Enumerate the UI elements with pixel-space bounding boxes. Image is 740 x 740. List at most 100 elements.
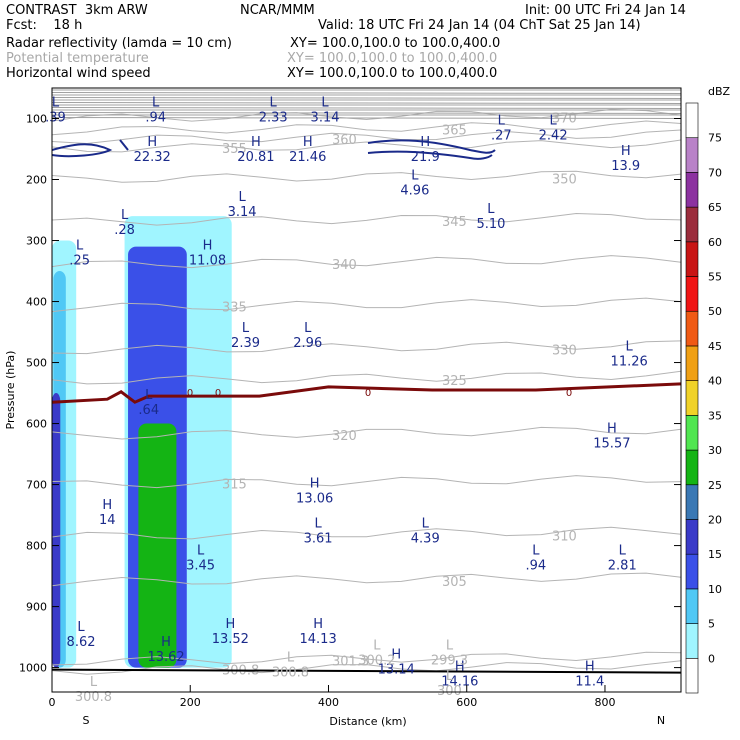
wind-extremum-value: 3.61 — [304, 531, 333, 546]
wind-extremum-type: L — [238, 190, 246, 205]
wind-extremum-type: L — [498, 114, 506, 129]
wind-extremum-type: L — [411, 169, 419, 184]
wind-extremum-value: 2.96 — [293, 336, 322, 351]
plot-frame — [51, 87, 682, 693]
colorbar-level-label: 45 — [708, 340, 722, 353]
field3-xy: XY= 100.0,100.0 to 100.0,400.0 — [287, 66, 498, 81]
wind-extremum-value: 14 — [99, 513, 116, 528]
colorbar-swatch — [685, 415, 699, 451]
wind-extremum-type: L — [550, 114, 558, 129]
field1-name: Radar reflectivity (lamda = 10 cm) — [6, 36, 232, 51]
x-axis-label: Distance (km) — [329, 715, 406, 728]
wind-extremum-type: H — [391, 647, 401, 662]
theta-contour-320 — [52, 426, 681, 440]
theta-label-320: 320 — [332, 429, 357, 444]
wind-extremum-type: L — [121, 208, 129, 223]
wind-contour — [367, 150, 493, 160]
wind-extremum-type: H — [621, 144, 631, 159]
wind-extremum-type: L — [152, 95, 160, 110]
wind-extremum-value: .94 — [145, 110, 166, 125]
theta-contour-340 — [52, 255, 681, 269]
reflectivity-region-2 — [52, 393, 61, 668]
y-tick-label: 700 — [26, 479, 47, 492]
colorbar-swatch — [685, 345, 699, 381]
colorbar-level-label: 55 — [708, 271, 722, 284]
wind-extremum-type: L — [422, 516, 430, 531]
colorbar-unit: dBZ — [708, 85, 731, 98]
institution-label: NCAR/MMM — [240, 3, 315, 18]
wind-extremum-value: 14.13 — [300, 632, 337, 647]
wind-extremum-type: L — [76, 239, 84, 254]
wind-extremum-type: L — [242, 321, 250, 336]
colorbar-swatch — [685, 553, 699, 590]
wind-extremum-type: H — [607, 422, 617, 437]
theta-contour-310 — [52, 526, 681, 540]
reflectivity-region-5 — [138, 423, 177, 668]
y-tick-label: 300 — [26, 235, 47, 248]
wind-extremum-value: 2.39 — [231, 336, 260, 351]
colorbar-level-label: 35 — [708, 409, 722, 422]
colorbar-swatch — [685, 310, 699, 347]
wind-extremum-type: L — [145, 388, 153, 403]
wind-extremum-value: 2.33 — [259, 110, 288, 125]
wind-contour — [119, 139, 129, 151]
y-tick-label: 100 — [26, 113, 47, 126]
wind-extremum-value: 13.14 — [378, 662, 415, 677]
y-tick-label: 200 — [26, 174, 47, 187]
upper-theta-line — [52, 107, 681, 109]
colorbar-swatch — [685, 172, 699, 208]
wind-extremum-type: L — [270, 95, 278, 110]
upper-theta-line — [52, 97, 681, 99]
zero-isotherm-line — [52, 382, 681, 404]
x-tick-label: 400 — [318, 696, 339, 709]
theta-extremum-value: 299.3 — [431, 653, 468, 668]
colorbar-swatch — [685, 380, 699, 416]
wind-extremum-type: H — [420, 135, 430, 150]
valid-time: Valid: 18 UTC Fri 24 Jan 14 (04 ChT Sat … — [318, 18, 641, 33]
wind-extremum-value: 3.14 — [228, 205, 257, 220]
wind-extremum-type: L — [487, 202, 495, 217]
wind-contour — [52, 143, 113, 158]
x-end-label-north: N — [657, 714, 665, 727]
wind-extremum-value: .28 — [114, 223, 135, 238]
theta-contour-350 — [52, 170, 681, 183]
theta-label-345: 345 — [442, 215, 467, 230]
theta-label-305: 305 — [442, 575, 467, 590]
colorbar-swatch — [685, 241, 699, 277]
wind-extremum-value: 22.32 — [134, 150, 171, 165]
theta-extremum-value: 300.8 — [272, 665, 309, 680]
colorbar-level-label: 30 — [708, 444, 722, 457]
wind-extremum-type: L — [626, 339, 634, 354]
forecast-hour: Fcst: 18 h — [6, 18, 83, 33]
wind-extremum-value: 3.45 — [186, 559, 215, 574]
colorbar-swatch — [685, 519, 699, 555]
x-tick-label: 0 — [49, 696, 56, 709]
wind-extremum-value: 13.06 — [296, 492, 333, 507]
upper-theta-line — [52, 92, 681, 94]
upper-theta-line — [52, 117, 681, 119]
wind-extremum-type: L — [619, 544, 627, 559]
wind-extremum-type: H — [225, 617, 235, 632]
colorbar-swatch — [685, 657, 699, 694]
x-tick-label: 800 — [594, 696, 615, 709]
wind-extremum-type: L — [52, 95, 60, 110]
theta-label-350: 350 — [552, 173, 577, 188]
colorbar-level-label: 5 — [708, 618, 715, 631]
wind-extremum-type: H — [251, 135, 261, 150]
field1-xy: XY= 100.0,100.0 to 100.0,400.0 — [290, 36, 501, 51]
theta-extremum-type: L — [446, 669, 454, 684]
y-tick-label: 1000 — [19, 662, 47, 675]
theta-contour-315 — [52, 475, 681, 489]
wind-extremum-value: 8.62 — [67, 635, 96, 650]
colorbar-swatch — [685, 623, 699, 659]
wind-extremum-value: 3.14 — [311, 110, 340, 125]
wind-contour — [367, 139, 496, 154]
wind-extremum-value: .94 — [526, 559, 547, 574]
theta-extremum-type: L — [446, 638, 454, 653]
init-time: Init: 00 UTC Fri 24 Jan 14 — [525, 3, 686, 18]
y-tick-label: 600 — [26, 418, 47, 431]
wind-extremum-value: 13.9 — [611, 159, 640, 174]
theta-label-301.3: 301.3 — [332, 654, 369, 669]
theta-contour-330 — [52, 340, 681, 355]
theta-label-330: 330 — [552, 343, 577, 358]
